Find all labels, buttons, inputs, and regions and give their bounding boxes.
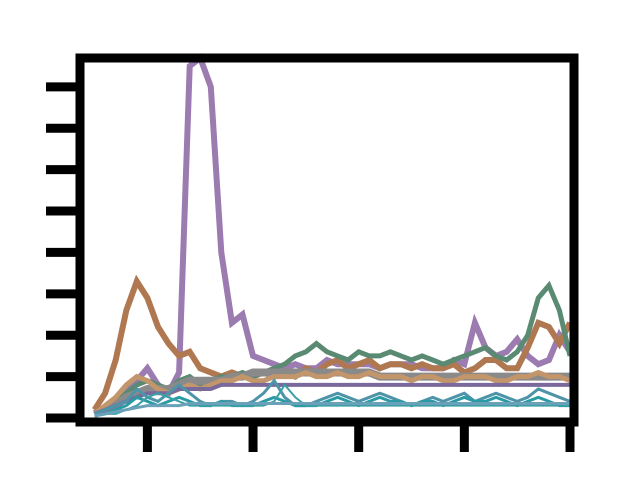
series-line-7 (94, 378, 571, 416)
series-line-10 (94, 402, 570, 418)
series-layer (92, 53, 573, 418)
series-line-6 (93, 382, 570, 416)
series-line-9 (94, 383, 570, 417)
series-line-2 (92, 274, 573, 412)
plot-frame (75, 53, 579, 427)
tick-layer (46, 82, 575, 452)
